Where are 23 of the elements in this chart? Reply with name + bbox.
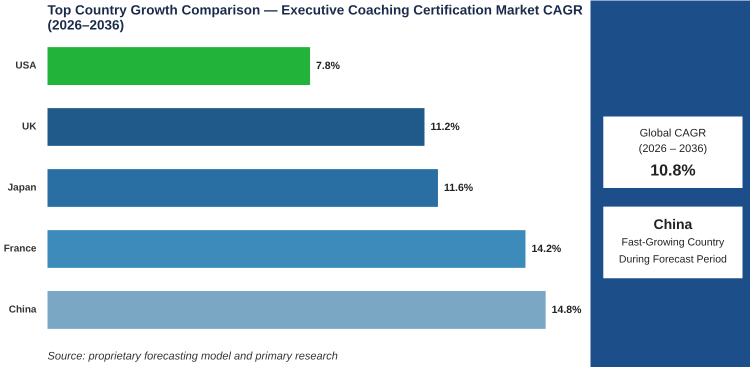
y-tick-label: France xyxy=(4,243,37,254)
data-label: 14.2% xyxy=(531,242,562,255)
data-label: 7.8% xyxy=(316,60,341,72)
text: (2026 – 2036) xyxy=(638,143,708,156)
bar xyxy=(48,230,526,268)
y-tick-label: Japan xyxy=(8,182,37,194)
y-tick-label: USA xyxy=(15,60,37,72)
data-label: 11.6% xyxy=(444,182,474,194)
bar xyxy=(48,169,438,207)
y-tick-label: China xyxy=(8,304,37,316)
text: 10.8% xyxy=(650,162,696,180)
chart-title: Top Country Growth Comparison — Executive Coaching Certification Market CAGR (2026–2036) xyxy=(48,2,584,32)
source-note: Source: proprietary forecasting model and primary research xyxy=(48,350,338,362)
data-label: 11.2% xyxy=(430,121,460,134)
text: During Forecast Period xyxy=(618,254,728,266)
text: China xyxy=(653,216,693,232)
data-label: 14.8% xyxy=(552,304,582,316)
bar xyxy=(48,47,310,85)
bar xyxy=(48,291,546,329)
text: Global CAGR xyxy=(640,128,706,140)
y-tick-label: UK xyxy=(22,122,38,133)
bar xyxy=(48,108,424,146)
text: Fast-Growing Country xyxy=(622,236,725,248)
